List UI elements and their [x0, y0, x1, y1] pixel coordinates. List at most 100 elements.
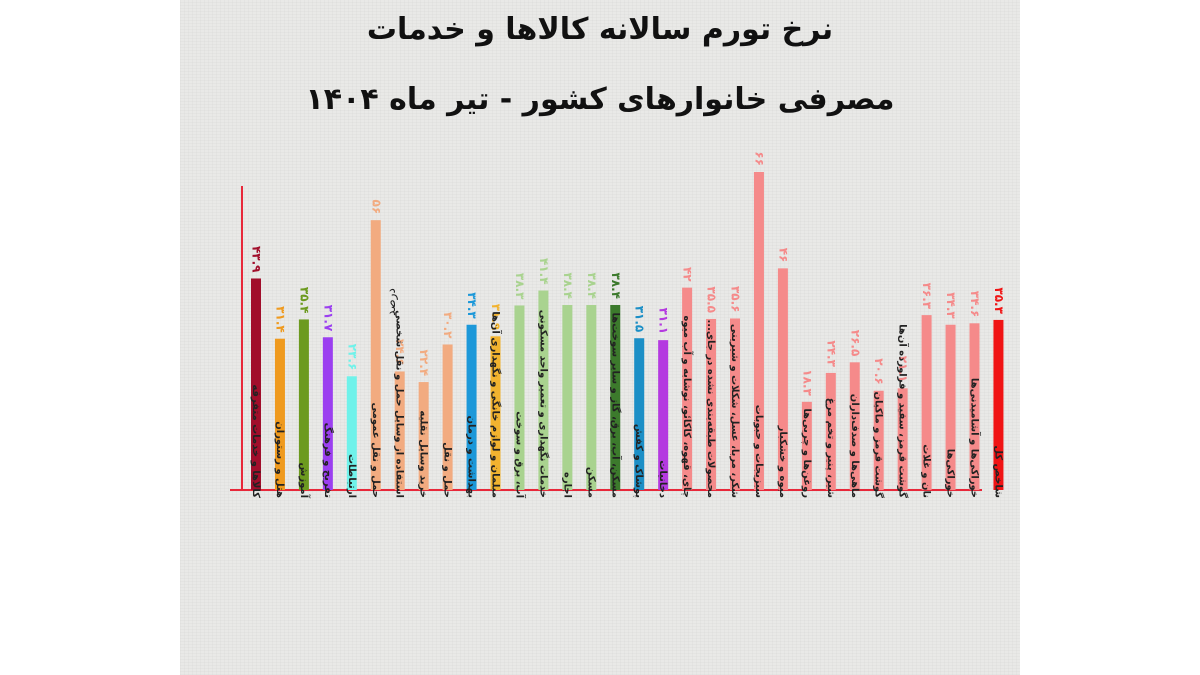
- category-tick-label: کالاها و خدمات متفرقه: [250, 384, 261, 498]
- data-label: ۳۱.۴: [273, 306, 287, 333]
- data-label: ۳۵.۳: [992, 287, 1006, 314]
- category-tick-label: دخانیات: [657, 460, 668, 498]
- data-label: ۲۶.۵: [848, 330, 862, 357]
- bar: [322, 337, 333, 490]
- data-label: ۴۳.۹: [250, 246, 264, 273]
- bar: [706, 318, 717, 490]
- bar: [562, 304, 573, 490]
- data-label: ۲۴.۶: [393, 339, 407, 366]
- bar: [418, 382, 429, 490]
- bar: [346, 376, 357, 490]
- bar: [658, 340, 669, 490]
- category-tick-label: گوشت قرمز، سفید و فراورده آن‌ها: [897, 324, 910, 498]
- bar: [873, 390, 884, 490]
- category-tick-label: اجاره: [561, 472, 572, 498]
- category-tick-label: حمل و نقل: [442, 442, 453, 498]
- bar: [825, 372, 836, 490]
- category-tick-label: خدمات نگهداری و تعمیر واحد مسکونی: [537, 310, 550, 498]
- bar: [945, 324, 956, 490]
- bar: [993, 319, 1004, 490]
- data-label: ۴۲: [681, 267, 695, 282]
- bar: [753, 172, 764, 490]
- category-tick-label: محصولات طبقه‌بندی نشده در جای...: [705, 319, 716, 498]
- bar: [274, 338, 285, 490]
- category-tick-label: پوشاک و کفش: [633, 424, 644, 498]
- bar: [634, 338, 645, 490]
- chart-frame: نرخ تورم سالانه کالاها و خدمات مصرفی خان…: [180, 0, 1020, 675]
- data-label: ۲۴.۳: [824, 340, 838, 367]
- data-label: ۳۴.۶: [968, 291, 982, 318]
- category-tick-label: سبزیجات و حبوبات: [753, 405, 764, 498]
- category-tick-label: استفاده از وسایل حمل و نقل شخصی: [394, 310, 405, 498]
- data-label: ۲۳.۶: [345, 344, 359, 371]
- category-tick-label: خوراکی‌ها: [945, 449, 956, 498]
- data-label: ۲۱.۱: [896, 356, 910, 383]
- data-label: ۳۸.۴: [609, 272, 623, 299]
- category-tick-label: شکر، مربا، عسل، شکلات و شیرینی: [729, 324, 740, 498]
- data-label: ۲۲.۴: [417, 350, 431, 377]
- bar: [730, 318, 740, 490]
- bar: [969, 323, 980, 490]
- bar: [897, 388, 908, 490]
- category-tick-label: مسکن: [585, 467, 596, 498]
- bar: [777, 268, 788, 490]
- data-label: ۴۶: [776, 248, 790, 263]
- bar: [442, 344, 453, 490]
- data-label: ۶۶: [752, 151, 766, 166]
- category-tick-label: مبلمان و لوازم خانگی و نگهداری آن‌ها: [490, 311, 503, 498]
- bar: [921, 315, 932, 490]
- bar-chart: ۴۳.۹ کالاها و خدمات متفرقه ۳۱.۴ هتل و رستور…: [230, 151, 1006, 499]
- data-label: ۳۸.۳: [513, 273, 527, 300]
- data-label: ۳۵.۶: [729, 286, 743, 313]
- data-label: ۲۰.۶: [872, 358, 886, 385]
- chart-title-line2: مصرفی خانوارهای کشور - تیر ماه ۱۴۰۴: [305, 82, 895, 117]
- bar: [610, 304, 621, 490]
- data-label: ۳۴.۳: [465, 292, 479, 319]
- data-label: ۳۴.۳: [944, 292, 958, 319]
- bar: [538, 290, 549, 490]
- bar: [849, 362, 860, 490]
- category-tick-label: خرید وسایل نقلیه: [418, 410, 429, 498]
- data-label: ۳۱.۹: [489, 304, 503, 331]
- data-label: ۴۱.۴: [537, 258, 551, 285]
- bar: [394, 371, 405, 490]
- category-tick-label: بهداشت و درمان: [466, 415, 477, 498]
- data-label: ۵۶: [369, 200, 383, 215]
- category-tick-label: میوه و خشکبار: [777, 425, 788, 498]
- data-label: ۱۸.۳: [800, 369, 814, 396]
- bar: [801, 401, 812, 490]
- data-label: ۳۸.۴: [561, 272, 575, 299]
- bar: [298, 319, 309, 490]
- category-tick-label: روغن‌ها و چربی‌ها: [801, 408, 812, 498]
- data-label: ۳۸.۴: [585, 272, 599, 299]
- category-tick-label: مسکن، آب، برق، گاز و سایر سوخت‌ها: [609, 312, 622, 498]
- category-tick-label: آب، برق و سوخت: [513, 411, 526, 498]
- category-tick-label: آموزش: [298, 463, 311, 499]
- category-tick-label: شاخص کل: [992, 445, 1003, 498]
- category-tick-label: گوشت قرمز و ماکیان: [873, 392, 886, 499]
- bar: [370, 220, 381, 490]
- bar: [466, 324, 477, 490]
- data-label: ۳۰.۲: [441, 312, 455, 339]
- category-tick-label: شیر، پنیر و تخم مرغ: [825, 398, 836, 498]
- category-tick-label: هتل و رستوران: [274, 421, 285, 498]
- category-tick-label: خوراکی‌ها و آشامیدنی‌ها: [969, 378, 982, 498]
- category-tick-label: ارتباطات: [346, 454, 357, 498]
- data-label: ۳۶.۳: [920, 283, 934, 310]
- category-tick-label: تفریح و فرهنگ: [322, 423, 334, 499]
- data-label: ۳۵.۴: [297, 287, 311, 314]
- data-label: ۳۱.۱: [657, 308, 671, 335]
- category-tick-label: ماهی‌ها و صدف‌داران: [849, 394, 860, 498]
- bar: [682, 287, 693, 490]
- category-tick-label: حمل و نقل عمومی: [370, 403, 381, 499]
- bar: [514, 305, 525, 490]
- category-tick-label: نان و غلات: [921, 444, 932, 498]
- bar: [251, 278, 261, 490]
- category-tick-label: چای، قهوه، کاکائو، نوشابه و آب میوه: [681, 316, 694, 498]
- data-label: ۳۱.۷: [321, 305, 335, 332]
- data-label: ۳۱.۵: [633, 306, 647, 333]
- bar: [490, 336, 501, 490]
- bar: [586, 304, 597, 490]
- data-label: ۳۵.۵: [705, 286, 719, 313]
- chart-title-line1: نرخ تورم سالانه کالاها و خدمات: [366, 12, 834, 47]
